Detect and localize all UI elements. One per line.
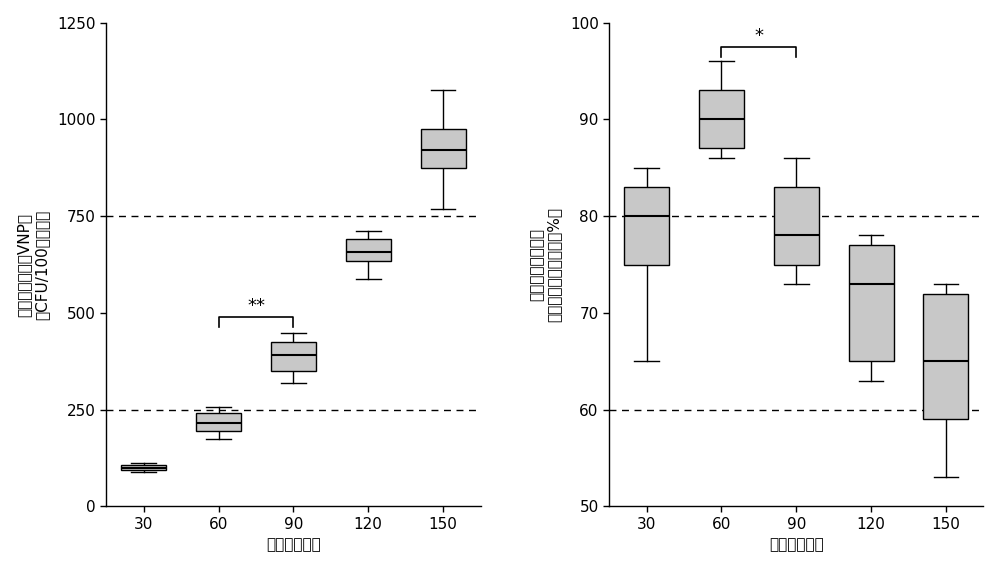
Bar (121, 465, 166, 471)
Y-axis label: 细胞内活菌株数与
细胞内总菌株数比值（%）: 细胞内活菌株数与 细胞内总菌株数比值（%） (529, 207, 562, 322)
Y-axis label: 巨噬细胞内活性VNP数
（CFU/100个细胞）: 巨噬细胞内活性VNP数 （CFU/100个细胞） (17, 209, 49, 320)
Bar (774, 187, 819, 265)
Bar (849, 245, 894, 361)
Bar (699, 90, 744, 149)
Bar (421, 129, 466, 168)
Bar (271, 342, 316, 371)
X-axis label: 时间（分钟）: 时间（分钟） (769, 537, 824, 552)
Bar (923, 294, 968, 419)
Text: *: * (754, 27, 763, 45)
Bar (346, 240, 391, 261)
Bar (624, 187, 669, 265)
Bar (196, 414, 241, 431)
Text: **: ** (247, 297, 265, 315)
X-axis label: 时间（分钟）: 时间（分钟） (266, 537, 321, 552)
